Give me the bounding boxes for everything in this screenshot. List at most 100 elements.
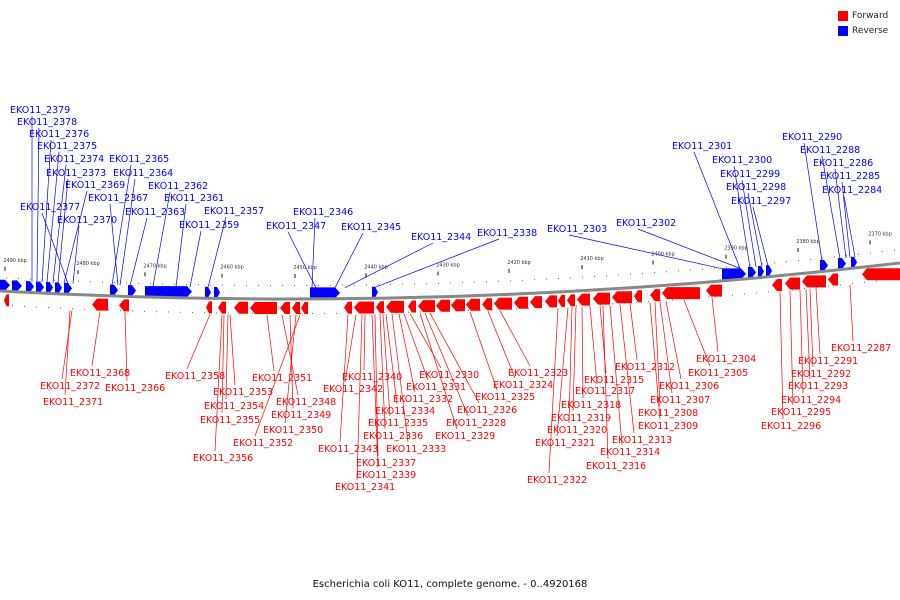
forward-leader-line [284,314,297,424]
forward-gene-label: EKO11_2323 [508,368,568,379]
forward-leader-line [556,307,569,437]
forward-gene-arrow [634,290,642,303]
scale-dot [246,284,247,286]
forward-leader-line [499,310,531,367]
reverse-gene-arrow [110,284,118,296]
scale-dot [570,277,571,279]
scale-dot [210,284,211,286]
forward-leader-line [815,288,821,355]
reverse-leader-line [119,178,136,286]
reverse-gene-label: EKO11_2357 [204,206,264,217]
scale-dot [306,284,307,286]
forward-leader-line [419,313,458,430]
forward-leader-line [429,312,480,404]
forward-gene-label: EKO11_2295 [771,407,831,418]
forward-leader-line [469,311,498,391]
scale-tick-label: 2370 kbp [868,231,892,237]
forward-gene-arrow [612,291,632,304]
reverse-gene-label: EKO11_2362 [148,181,208,192]
scale-dot [702,268,703,270]
scale-dot [486,281,487,283]
scale-dot [138,282,139,284]
scale-dot [180,311,181,313]
forward-gene-arrow [280,302,290,315]
scale-dot [120,310,121,312]
forward-gene-label: EKO11_2350 [263,425,323,436]
forward-gene-arrow [482,298,492,311]
reverse-gene-label: EKO11_2303 [547,224,607,235]
forward-gene-label: EKO11_2339 [356,470,416,481]
forward-gene-label: EKO11_2291 [798,356,858,367]
forward-gene-label: EKO11_2316 [586,461,646,472]
forward-gene-label: EKO11_2349 [271,410,331,421]
scale-dot [708,296,709,298]
reverse-leader-line [821,155,841,259]
forward-gene-label: EKO11_2287 [831,343,891,354]
forward-gene-label: EKO11_2371 [43,397,103,408]
scale-dot [102,281,103,283]
forward-gene-label: EKO11_2358 [165,371,225,382]
forward-leader-line [711,297,719,353]
scale-tick-label: 2380 kbp [796,239,820,245]
reverse-gene-label: EKO11_2297 [731,196,791,207]
forward-gene-label: EKO11_2318 [561,400,621,411]
forward-leader-line [91,311,101,367]
scale-dot [198,284,199,286]
reverse-leader-line [637,228,741,269]
forward-gene-label: EKO11_2329 [435,431,495,442]
forward-leader-line [629,303,638,361]
forward-swatch [838,10,848,21]
scale-dot [114,282,115,284]
scale-dot [576,305,577,307]
scale-dot [12,305,13,307]
forward-gene-arrow [4,294,9,307]
reverse-leader-line [41,212,69,284]
scale-dot [732,294,733,296]
reverse-gene-arrow [372,286,378,298]
scale-dot [756,292,757,294]
reverse-gene-label: EKO11_2284 [822,185,882,196]
scale-dot [864,281,865,283]
scale-dot [390,284,391,286]
scale-dot [90,281,91,283]
scale-dot [522,279,523,281]
reverse-leader-line [568,234,727,270]
forward-gene-arrow [494,297,512,310]
forward-leader-line [281,314,299,396]
forward-gene-label: EKO11_2337 [356,458,416,469]
scale-dot [582,276,583,278]
reverse-gene-label: EKO11_2364 [113,168,173,179]
scale-dot [384,312,385,314]
forward-gene-arrow [218,301,226,314]
forward-gene-arrow [530,296,542,309]
forward-gene-arrow [408,300,416,313]
forward-gene-label: EKO11_2335 [368,418,428,429]
forward-leader-line [589,306,598,385]
scale-tick-label: 2480 kbp [76,261,100,267]
scale-dot [84,308,85,310]
scale-dot [300,313,301,315]
scale-dot [342,284,343,286]
forward-gene-label: EKO11_2330 [419,370,479,381]
reverse-gene-label: EKO11_2302 [616,218,676,229]
reverse-gene-label: EKO11_2299 [720,169,780,180]
reverse-gene-label: EKO11_2377 [20,202,80,213]
reverse-gene-arrow [128,285,136,297]
forward-gene-label: EKO11_2352 [233,438,293,449]
forward-gene-arrow [301,301,308,314]
reverse-leader-line [344,242,434,289]
forward-gene-label: EKO11_2351 [252,373,312,384]
forward-leader-line [424,313,469,417]
reverse-gene-arrow [0,279,10,291]
scale-tick-label: 2410 kbp [580,256,604,262]
forward-gene-arrow [785,277,800,290]
scale-dot [882,251,883,253]
scale-dot [48,307,49,309]
scale-dot [468,310,469,312]
reverse-leader-line [841,181,851,258]
scale-dot [612,303,613,305]
forward-gene-arrow [558,294,565,307]
forward-gene-label: EKO11_2314 [600,447,660,458]
scale-dot [558,278,559,280]
